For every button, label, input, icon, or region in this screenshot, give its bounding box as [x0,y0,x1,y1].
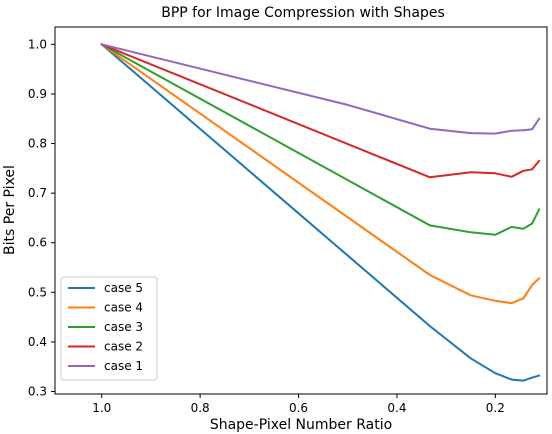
y-tick-label: 0.4 [28,335,47,349]
y-tick-label: 0.6 [28,236,47,250]
legend-label: case 1 [104,359,143,373]
y-tick-label: 0.7 [28,186,47,200]
series-line-case-1 [100,43,541,135]
series-line-case-2 [100,43,541,179]
legend-box [60,276,158,381]
series-line-case-3 [100,43,541,236]
chart-title: BPP for Image Compression with Shapes [161,5,445,21]
legend-label: case 3 [104,320,143,334]
y-tick-label: 0.9 [28,87,47,101]
series-line-case-4 [100,43,541,305]
x-axis-label: Shape-Pixel Number Ratio [210,417,392,433]
legend-label: case 2 [104,340,143,354]
x-tick-label: 0.8 [191,401,210,415]
x-tick-label: 1.0 [92,401,111,415]
plot-frame [54,26,548,395]
series-line-case-5 [100,42,541,382]
legend-label: case 4 [104,301,143,315]
x-axis: 1.0 0.8 0.6 0.4 0.2 [92,394,505,415]
y-tick-label: 1.0 [28,37,47,51]
y-axis-label: Bits Per Pixel [2,165,18,255]
x-tick-label: 0.6 [289,401,308,415]
y-tick-label: 0.3 [28,385,47,399]
legend: case 5 case 4 case 3 case 2 case 1 [60,276,158,381]
y-tick-label: 0.8 [28,137,47,151]
x-tick-label: 0.2 [486,401,505,415]
y-tick-label: 0.5 [28,285,47,299]
y-axis: 0.3 0.4 0.5 0.6 0.7 0.8 0.9 1.0 [28,37,55,399]
legend-label: case 5 [104,281,143,295]
plot-area [100,42,541,382]
x-tick-label: 0.4 [387,401,406,415]
